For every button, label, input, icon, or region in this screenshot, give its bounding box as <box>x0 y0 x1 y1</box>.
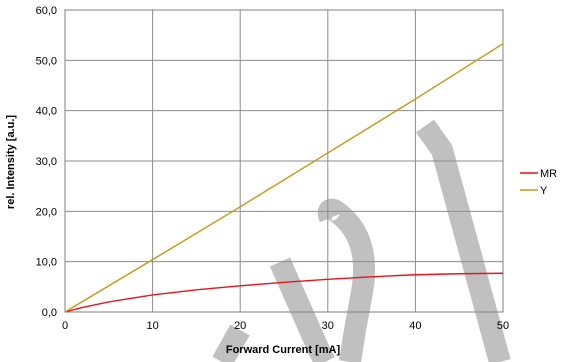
series-line-y <box>64 43 504 313</box>
legend: MR Y <box>520 168 557 197</box>
plot-area-border <box>64 9 504 313</box>
y-tick-label-3: 30,0 <box>36 156 57 168</box>
watermark-stroke-0 <box>212 324 250 362</box>
x-tick-label-5: 50 <box>497 320 509 332</box>
y-tick-labels: 0,0 10,0 20,0 30,0 40,0 50,0 60,0 <box>36 5 57 319</box>
watermark-stroke-2 <box>317 198 376 362</box>
x-tick-label-4: 40 <box>409 320 421 332</box>
legend-label-y: Y <box>540 185 548 197</box>
x-tick-labels: 0 10 20 30 40 50 <box>62 320 509 332</box>
y-tick-label-6: 60,0 <box>36 5 57 17</box>
legend-label-mr: MR <box>540 168 557 180</box>
y-tick-label-2: 20,0 <box>36 206 57 218</box>
x-tick-label-0: 0 <box>62 320 68 332</box>
y-tick-label-4: 40,0 <box>36 106 57 118</box>
watermark-stroke-1 <box>269 257 335 362</box>
plot-border <box>64 9 504 313</box>
watermark-stroke-3 <box>416 119 511 362</box>
y-tick-label-5: 50,0 <box>36 55 57 67</box>
series-layer <box>64 43 504 313</box>
x-tick-label-2: 20 <box>234 320 246 332</box>
y-tick-label-0: 0,0 <box>42 307 57 319</box>
y-tick-label-1: 10,0 <box>36 257 57 269</box>
x-tick-label-1: 10 <box>146 320 158 332</box>
x-tick-label-3: 30 <box>322 320 334 332</box>
series-line-mr <box>64 272 504 313</box>
x-axis-title: Forward Current [mA] <box>226 344 341 356</box>
y-axis-title: rel. Intensity [a.u.] <box>5 115 17 209</box>
watermark-layer <box>212 119 511 362</box>
